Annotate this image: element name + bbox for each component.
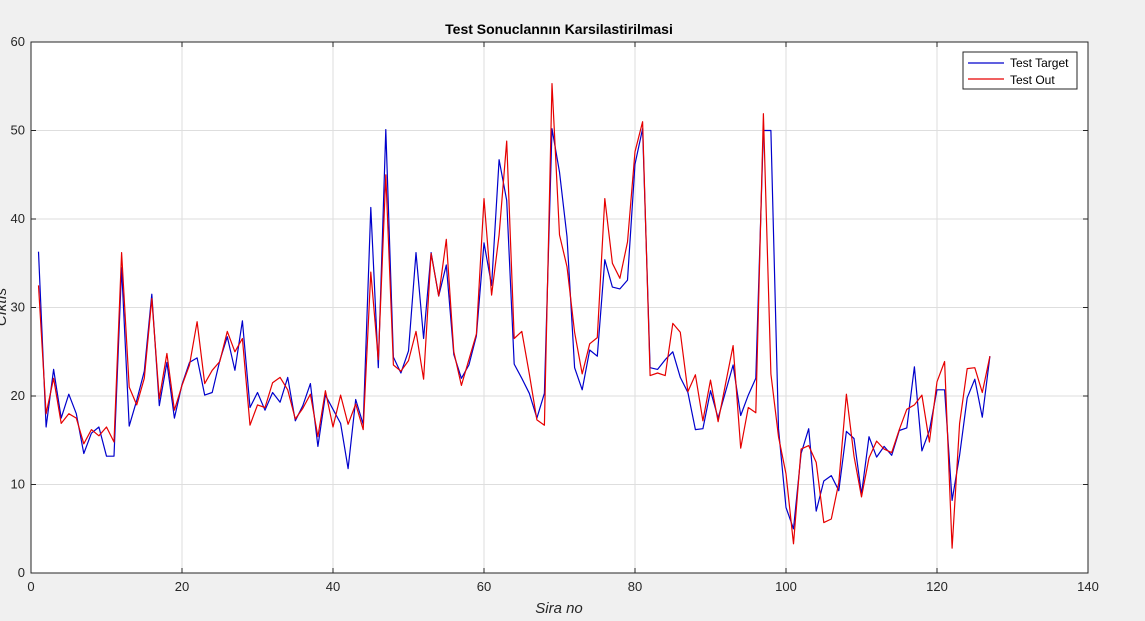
legend-label-test-out: Test Out — [1010, 73, 1055, 87]
x-tick-label: 100 — [775, 579, 797, 594]
y-tick-label: 10 — [11, 477, 25, 492]
series-line-test-out — [37, 82, 991, 549]
legend-label-test-target: Test Target — [1010, 56, 1069, 70]
y-tick-label: 30 — [11, 300, 25, 315]
chart-title: Test Sonuclannın Karsilastirilmasi — [445, 21, 673, 37]
x-tick-label: 80 — [628, 579, 642, 594]
x-tick-label: 140 — [1077, 579, 1099, 594]
y-axis-label: Cıktıs — [0, 287, 10, 326]
x-tick-label: 120 — [926, 579, 948, 594]
legend-box — [962, 51, 1078, 90]
series-layer — [37, 82, 991, 549]
x-tick-label: 20 — [175, 579, 189, 594]
series-line-test-target — [37, 128, 991, 530]
y-tick-label: 40 — [11, 211, 25, 226]
x-tick-label: 60 — [477, 579, 491, 594]
x-axis-label: Sira no — [535, 600, 583, 617]
x-tick-label: 40 — [326, 579, 340, 594]
legend: Test Target Test Out — [962, 51, 1078, 90]
y-tick-label: 20 — [11, 388, 25, 403]
axis-ticks: 0 20 40 60 80 100 120 140 0 10 20 30 40 50 60 — [11, 34, 1099, 594]
x-tick-label: 0 — [27, 579, 34, 594]
y-tick-label: 50 — [11, 123, 25, 138]
y-tick-label: 60 — [11, 34, 25, 49]
y-tick-label: 0 — [18, 565, 25, 580]
